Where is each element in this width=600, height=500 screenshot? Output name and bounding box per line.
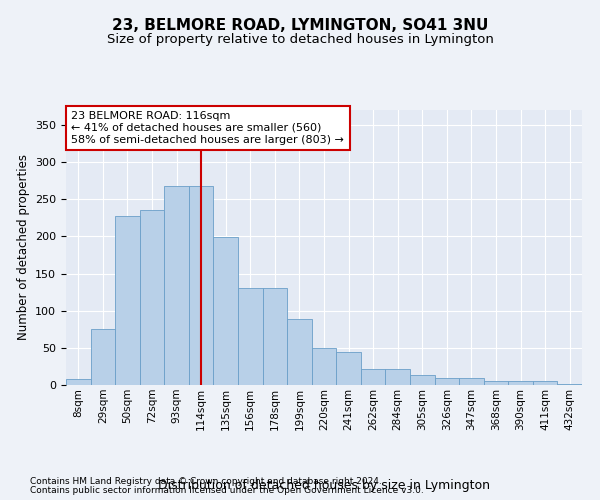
Bar (66, 379, 91, 385)
Bar (484, 380, 508, 385)
Bar (287, 319, 312, 385)
Bar (434, 378, 459, 385)
Bar (91, 330, 115, 385)
Bar (533, 382, 557, 385)
Bar (115, 216, 140, 385)
Bar (238, 288, 263, 385)
Text: Size of property relative to detached houses in Lymington: Size of property relative to detached ho… (107, 32, 493, 46)
Bar (164, 186, 189, 385)
Text: 23 BELMORE ROAD: 116sqm
← 41% of detached houses are smaller (560)
58% of semi-d: 23 BELMORE ROAD: 116sqm ← 41% of detache… (71, 112, 344, 144)
Bar (312, 348, 336, 385)
Bar (263, 288, 287, 385)
Y-axis label: Number of detached properties: Number of detached properties (17, 154, 29, 340)
Text: Contains public sector information licensed under the Open Government Licence v3: Contains public sector information licen… (30, 486, 424, 495)
Bar (508, 382, 533, 385)
X-axis label: Distribution of detached houses by size in Lymington: Distribution of detached houses by size … (158, 478, 490, 492)
Bar (410, 376, 434, 385)
Bar (361, 368, 385, 385)
Bar (385, 368, 410, 385)
Bar (214, 237, 238, 385)
Text: 23, BELMORE ROAD, LYMINGTON, SO41 3NU: 23, BELMORE ROAD, LYMINGTON, SO41 3NU (112, 18, 488, 32)
Bar (189, 186, 214, 385)
Bar (459, 378, 484, 385)
Bar (557, 384, 582, 385)
Text: Contains HM Land Registry data © Crown copyright and database right 2024.: Contains HM Land Registry data © Crown c… (30, 477, 382, 486)
Bar (336, 352, 361, 385)
Bar (140, 210, 164, 385)
